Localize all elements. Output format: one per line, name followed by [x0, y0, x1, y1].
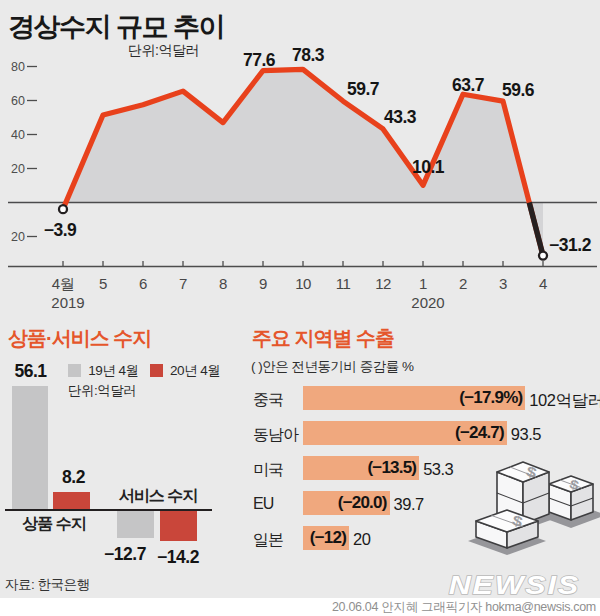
x-tick-label: 4 — [539, 275, 547, 292]
newsis-infographic: 경상수지 규모 추이 단위:억달러 80604020204월5678910111… — [0, 0, 600, 616]
x-tick-label: 9 — [259, 275, 267, 292]
current-account-line-chart: 80604020204월56789101112123420192020−3.97… — [0, 0, 600, 318]
x-tick-label: 1 — [419, 275, 427, 292]
change-label: (−20.0) — [338, 493, 387, 513]
source-label: 자료: 한국은행 — [5, 576, 90, 594]
change-label: (−24.7) — [455, 423, 504, 443]
export-bar: (−12) — [303, 526, 349, 550]
export-value: 39.7 — [394, 495, 424, 514]
point-label: 59.6 — [502, 80, 535, 100]
newsis-logo-text: NEWSIS — [449, 572, 580, 600]
export-bar: (−13.5) — [303, 456, 419, 480]
legend-swatch-2019 — [68, 364, 81, 377]
bar-value-label: 56.1 — [14, 361, 46, 382]
goods-services-unit-label: 단위:억달러 — [68, 382, 136, 400]
change-label: (−13.5) — [367, 458, 416, 478]
x-tick-label: 2 — [459, 275, 467, 292]
x-tick-label: 12 — [375, 275, 391, 292]
x-tick-label: 11 — [336, 275, 351, 292]
legend-label-2019: 19년 4월 — [88, 363, 138, 378]
data-point-marker — [539, 252, 547, 260]
point-label: −31.2 — [549, 235, 592, 255]
bar-value-label: 8.2 — [62, 467, 85, 488]
x-tick-label: 8 — [219, 275, 227, 292]
export-bar: (−24.7) — [303, 421, 507, 445]
group-label-goods: 상품 수지 — [22, 514, 85, 535]
export-value: 20 — [353, 530, 370, 549]
bar-segment — [117, 510, 154, 538]
goods-services-title: 상품·서비스 수지 — [8, 325, 151, 352]
y-tick-label: 20 — [11, 230, 25, 244]
point-label: 59.7 — [347, 79, 379, 99]
change-label: (−12) — [310, 528, 346, 548]
bar-segment — [53, 492, 90, 510]
region-label: 중국 — [253, 390, 283, 411]
bar-segment — [12, 386, 48, 510]
bar-segment — [160, 510, 198, 541]
money-stack-icon: $ $ $ — [460, 448, 600, 570]
credit-line: 20.06.04 안지혜 그래픽기자 hokma@newsis.com — [332, 599, 596, 616]
x-tick-label: 5 — [99, 275, 107, 292]
year-label: 2019 — [51, 294, 84, 311]
region-label: EU — [253, 495, 273, 513]
data-point-marker — [59, 205, 67, 213]
y-tick-label: 20 — [11, 162, 25, 176]
gs-axis-line — [5, 509, 212, 511]
region-label: 일본 — [253, 530, 283, 551]
y-tick-label: 60 — [11, 94, 25, 108]
exports-title: 주요 지역별 수출 — [252, 325, 394, 352]
point-label: 43.3 — [384, 107, 417, 127]
bar-value-label: −12.7 — [104, 544, 146, 565]
point-label: −3.9 — [44, 220, 77, 240]
year-label: 2020 — [411, 294, 444, 311]
goods-services-legend: 19년 4월 20년 4월 — [68, 362, 220, 380]
region-label: 미국 — [253, 460, 283, 481]
export-value: 102억달러 — [529, 390, 600, 412]
legend-swatch-2020 — [150, 364, 163, 377]
point-label: 78.3 — [292, 45, 325, 65]
x-tick-label: 7 — [179, 275, 187, 292]
change-label: (−17.9%) — [459, 388, 522, 408]
point-label: 77.6 — [243, 50, 276, 70]
x-tick-label: 3 — [499, 275, 507, 292]
x-tick-label: 6 — [139, 275, 147, 292]
x-tick-label: 10 — [295, 275, 311, 292]
bar-value-label: −14.2 — [157, 547, 199, 568]
y-tick-label: 40 — [11, 128, 25, 142]
group-label-services: 서비스 수지 — [119, 486, 197, 507]
legend-label-2020: 20년 4월 — [170, 363, 220, 378]
exports-note: ( )안은 전년동기비 증감률 % — [251, 358, 414, 376]
x-tick-label: 4월 — [52, 275, 74, 292]
y-tick-label: 80 — [11, 60, 25, 74]
export-value: 53.3 — [423, 460, 453, 479]
export-value: 93.5 — [511, 425, 541, 444]
region-label: 동남아 — [253, 425, 298, 446]
point-label: 63.7 — [452, 75, 484, 95]
export-bar: (−17.9%) — [303, 386, 525, 410]
newsis-logo: NEWSIS — [420, 570, 585, 600]
point-label: 10.1 — [412, 157, 445, 177]
export-bar: (−20.0) — [303, 491, 390, 515]
